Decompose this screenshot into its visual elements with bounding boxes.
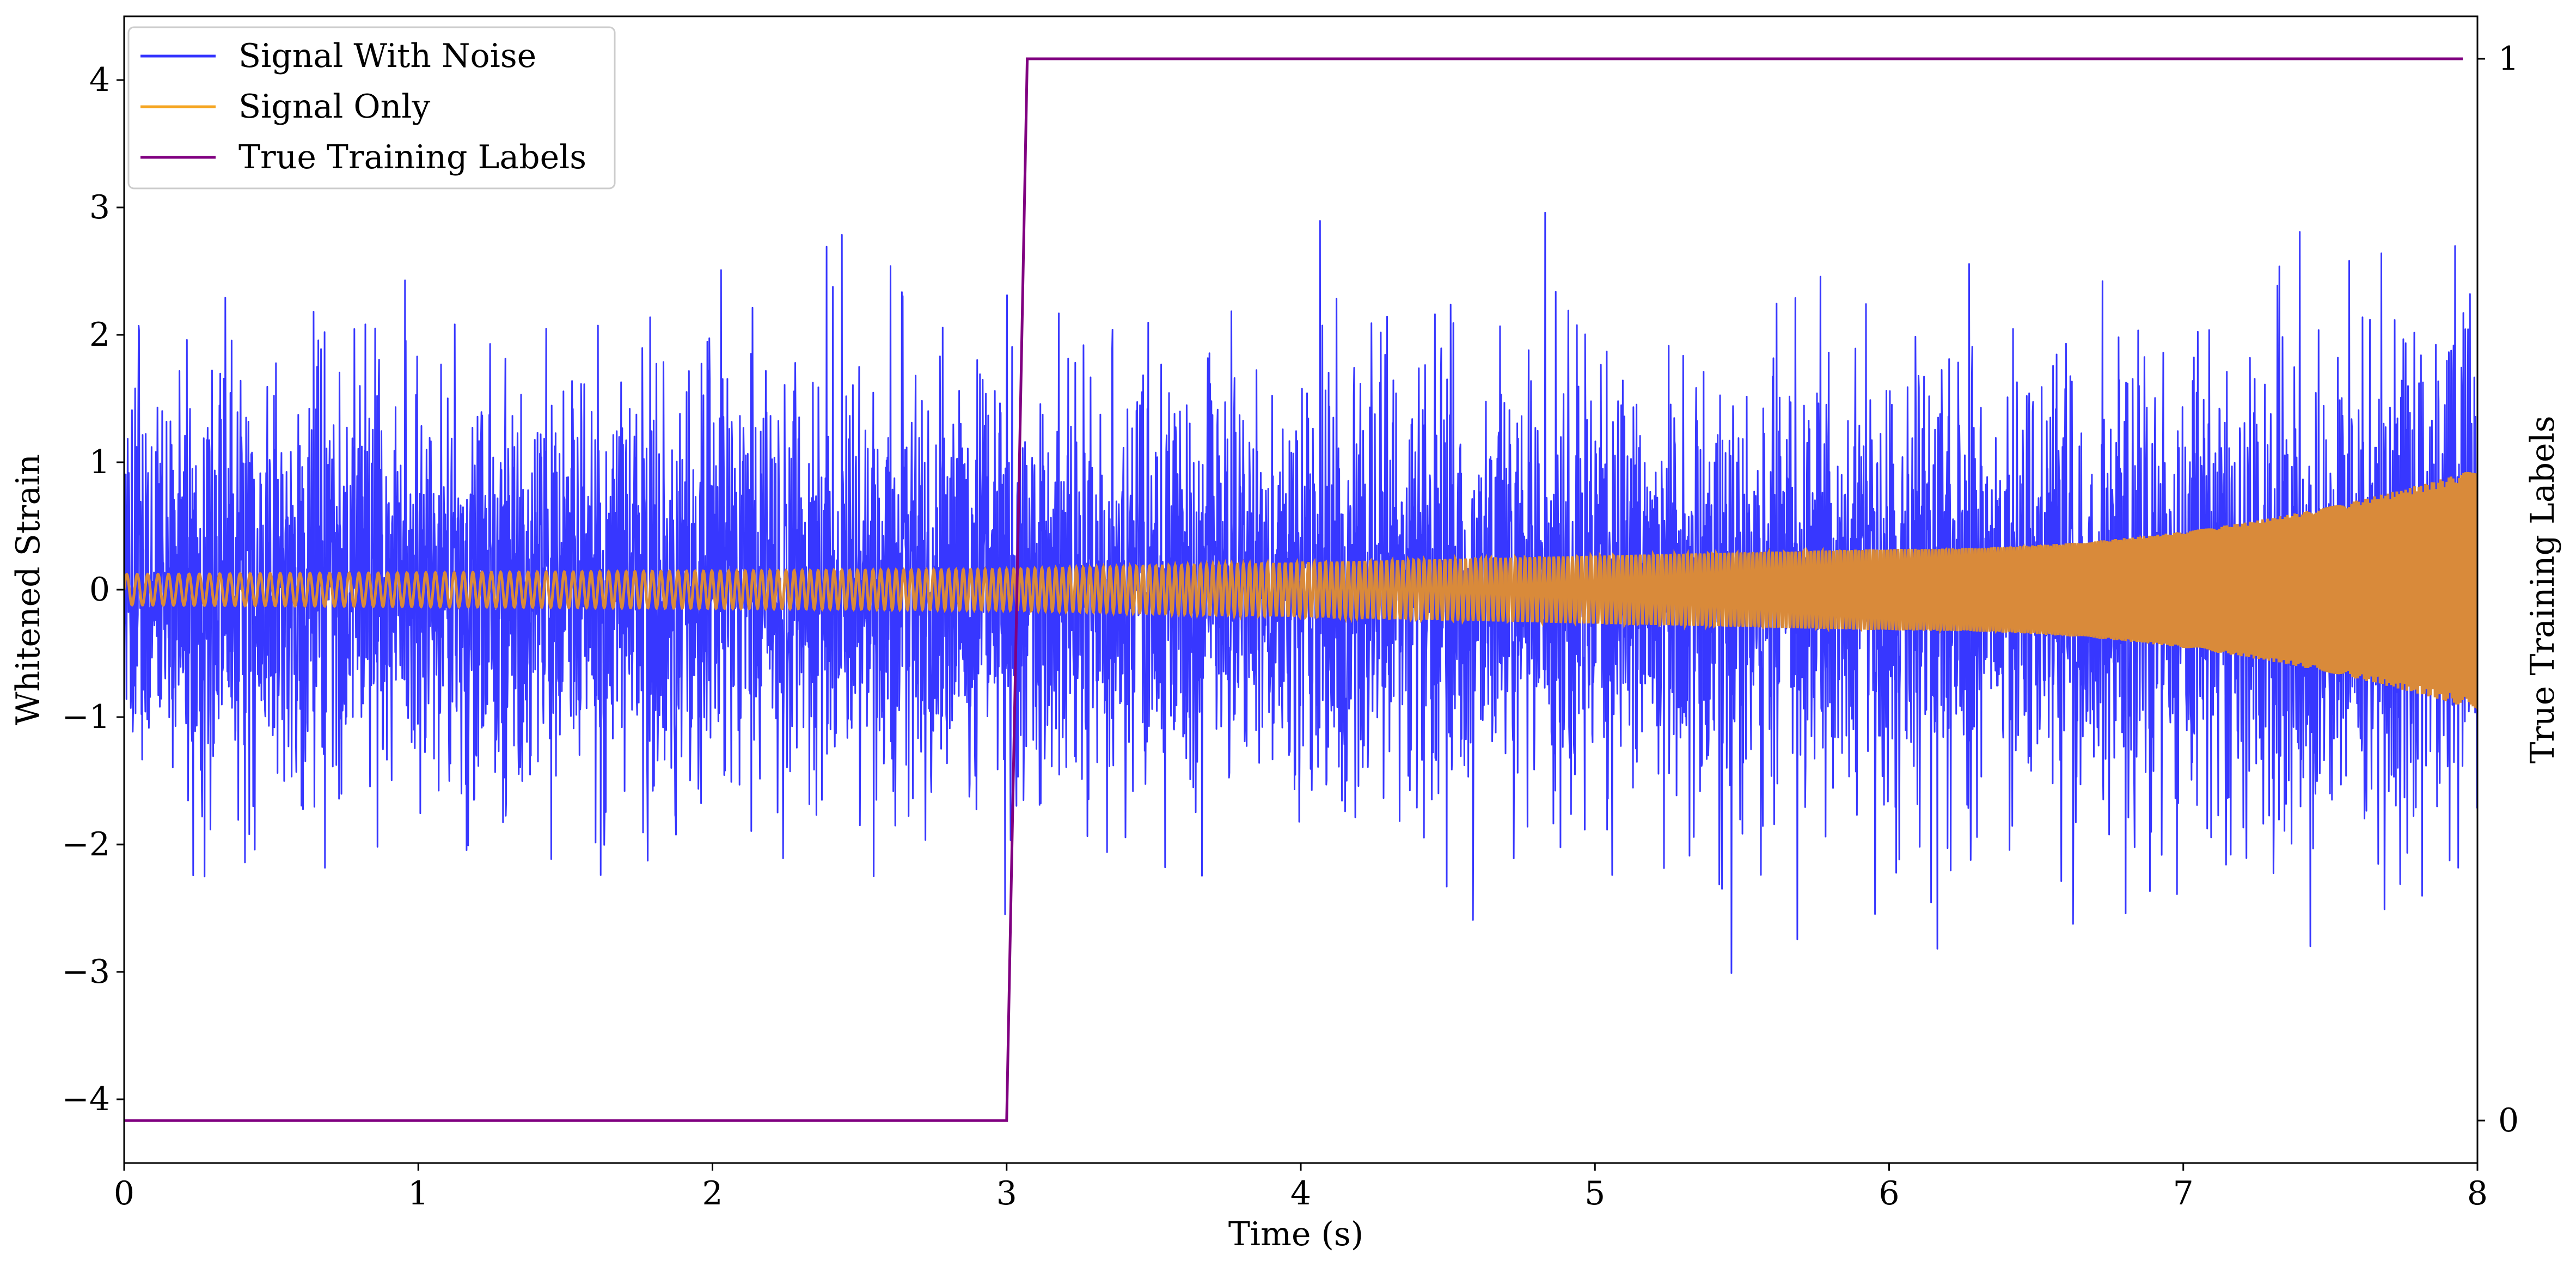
legend-label-true-training-labels: True Training Labels (238, 138, 586, 176)
x-tick-label: 1 (408, 1174, 429, 1213)
x-axis-label: Time (s) (1228, 1215, 1363, 1253)
y-right-tick-label: 1 (2498, 40, 2519, 78)
series-line-signal-with-noise (124, 211, 2477, 974)
y-tick-label: 4 (89, 61, 110, 99)
y-tick-label: 1 (89, 443, 110, 481)
legend-box (127, 26, 616, 189)
series-line-signal-only (124, 472, 2477, 709)
y-tick-label: −1 (62, 698, 110, 736)
x-tick-label: 4 (1290, 1174, 1311, 1213)
x-tick-label: 0 (114, 1174, 134, 1213)
y-tick-label: 0 (89, 571, 110, 609)
series-line-true-training-labels (124, 57, 2463, 1122)
legend-label-signal-with-noise: Signal With Noise (238, 37, 536, 75)
y-axis-ticks: −4 −3 −2 −1 0 1 2 3 4 (62, 61, 124, 1118)
y-tick-label: 3 (89, 188, 110, 227)
x-tick-label: 6 (1879, 1174, 1899, 1213)
y-tick-label: −3 (62, 953, 110, 991)
y-right-axis-label: True Training Labels (2524, 415, 2562, 763)
x-tick-label: 2 (702, 1174, 723, 1213)
y-tick-label: −2 (62, 825, 110, 864)
x-tick-label: 8 (2467, 1174, 2488, 1213)
legend-label-signal-only: Signal Only (238, 88, 430, 126)
x-axis-ticks: 0 1 2 3 4 5 6 7 8 (114, 1163, 2488, 1213)
y-right-axis-ticks: 01 (2477, 40, 2519, 1140)
y-axis-label: Whitened Strain (9, 454, 47, 725)
series-layer (124, 57, 2477, 1122)
y-tick-label: −4 (62, 1080, 110, 1118)
y-tick-label: 2 (89, 316, 110, 354)
y-right-tick-label: 0 (2498, 1101, 2519, 1140)
legend: Signal With Noise Signal Only True Train… (127, 26, 616, 189)
x-tick-label: 5 (1584, 1174, 1605, 1213)
x-tick-label: 7 (2173, 1174, 2194, 1213)
x-tick-label: 3 (996, 1174, 1017, 1213)
